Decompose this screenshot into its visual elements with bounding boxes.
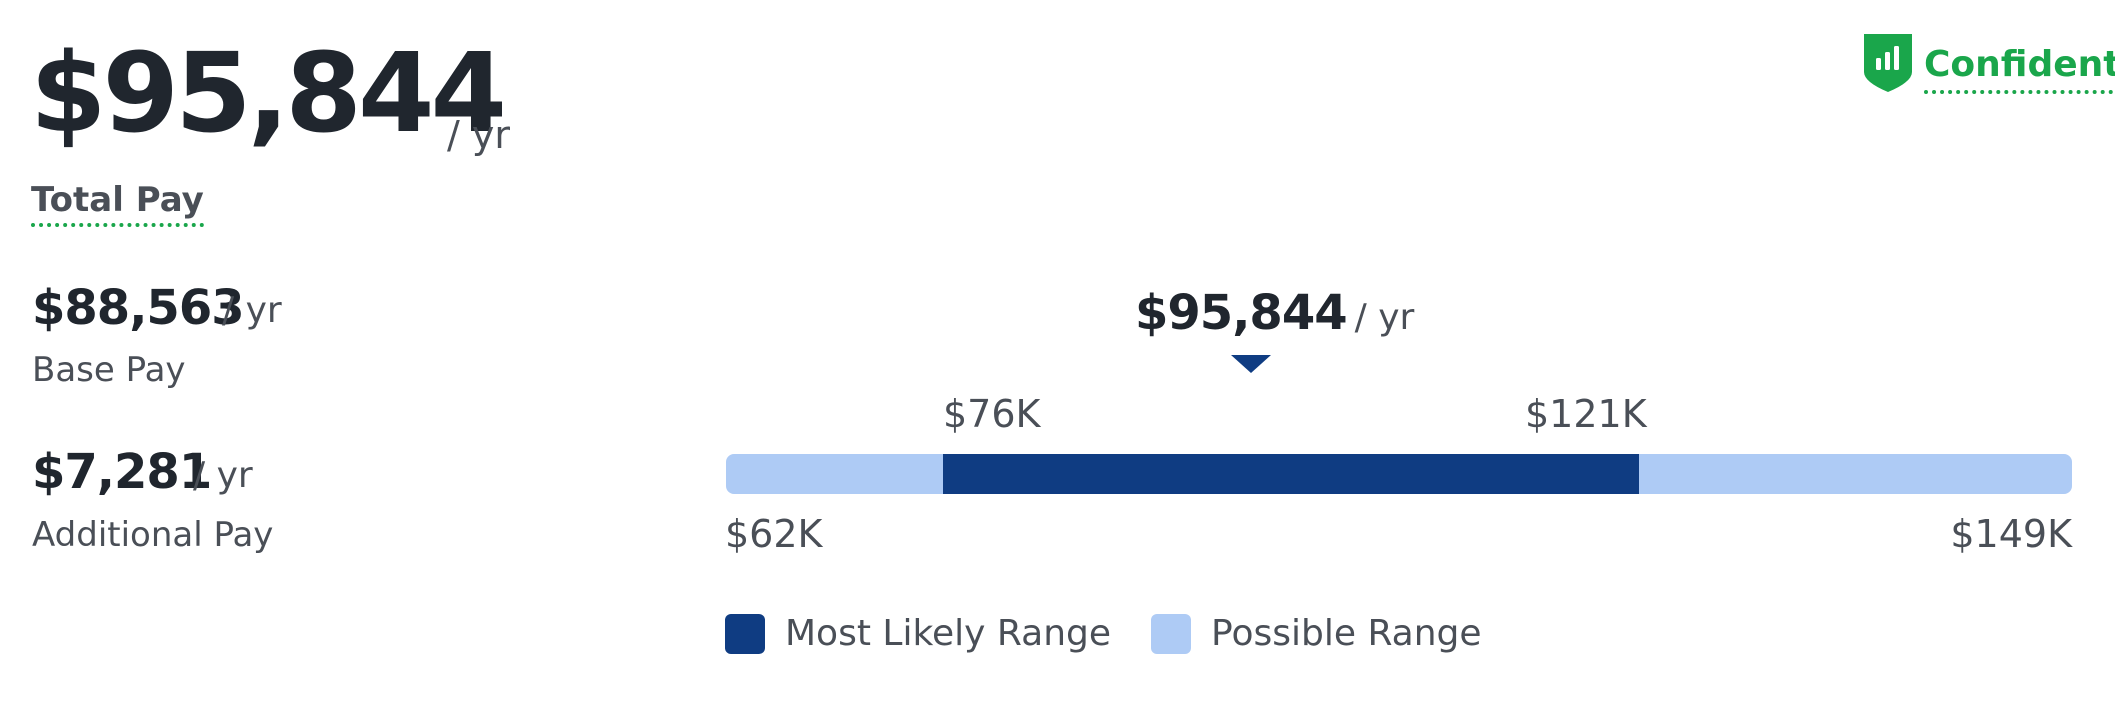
likely-range-high-label: $121K <box>1525 392 1647 436</box>
range-legend: Most Likely Range Possible Range <box>725 613 1522 654</box>
additional-pay-label: Additional Pay <box>32 515 274 555</box>
range-max-label: $149K <box>1950 512 2072 556</box>
total-pay-amount: $95,844 <box>30 29 507 157</box>
additional-pay-amount: $7,281 <box>32 444 212 500</box>
likely-range-low-label: $76K <box>943 392 1041 436</box>
current-pay-callout: $95,844 / yr <box>1135 285 1414 341</box>
most-likely-range-legend-label: Most Likely Range <box>785 613 1112 654</box>
possible-range-legend-label: Possible Range <box>1211 613 1482 654</box>
bar-chart-shield-icon <box>1864 34 1912 92</box>
current-pay-unit: / yr <box>1354 297 1415 338</box>
possible-range-swatch <box>1151 613 1192 654</box>
most-likely-range-swatch <box>725 613 765 654</box>
total-pay-unit: / yr <box>447 113 510 157</box>
additional-pay-unit: / yr <box>193 455 253 496</box>
total-pay-label[interactable]: Total Pay <box>31 182 204 227</box>
base-pay-amount: $88,563 <box>32 280 245 336</box>
current-pay-marker-icon <box>1231 355 1271 373</box>
confidence-label[interactable]: Confident <box>1924 46 2115 94</box>
base-pay-label: Base Pay <box>32 350 186 390</box>
possible-range-bar <box>726 454 2072 494</box>
range-min-label: $62K <box>725 512 823 556</box>
most-likely-range-bar <box>942 454 1639 494</box>
confidence-badge[interactable]: Confident <box>1862 32 2115 94</box>
current-pay-value: $95,844 <box>1135 285 1348 341</box>
base-pay-unit: / yr <box>222 290 282 331</box>
